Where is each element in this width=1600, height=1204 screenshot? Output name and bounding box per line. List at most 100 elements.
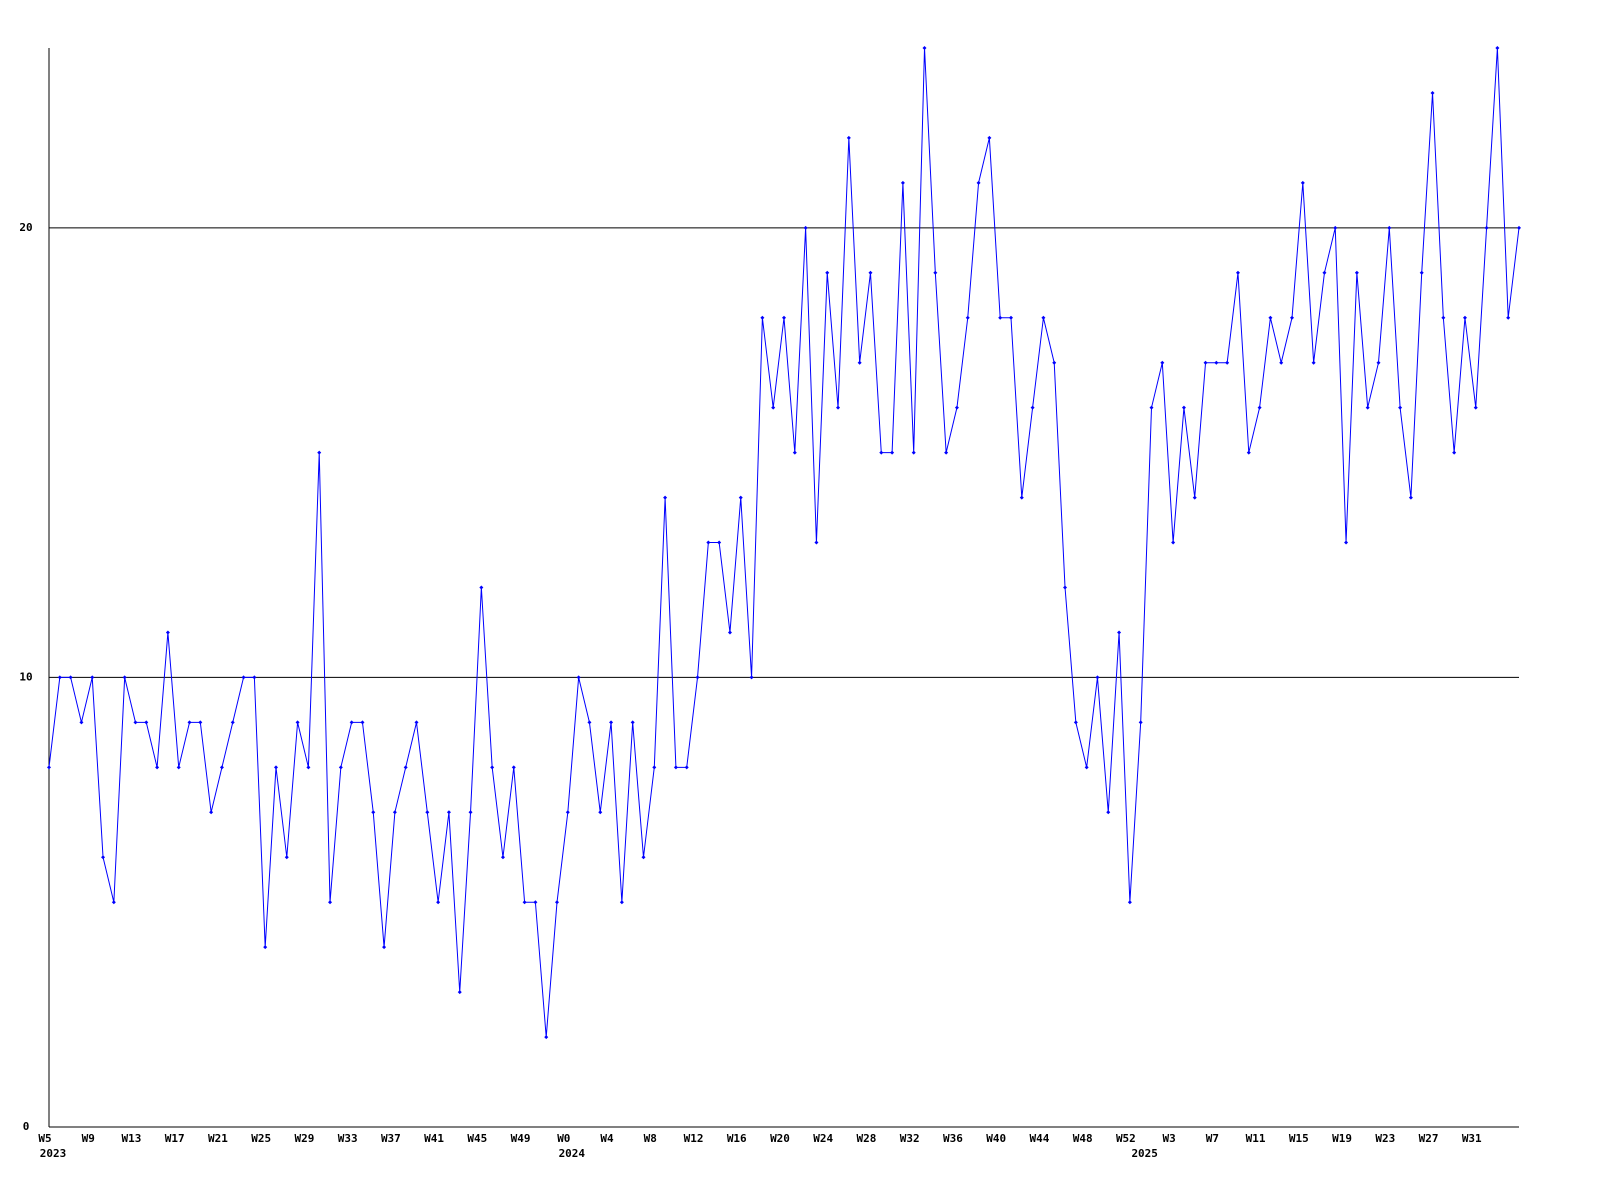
- x-tick-label: W41: [424, 1132, 444, 1145]
- point-marker: [79, 720, 84, 725]
- x-tick-label: W45: [467, 1132, 487, 1145]
- point-marker: [846, 135, 851, 140]
- x-tick-label: W28: [857, 1132, 877, 1145]
- x-tick-label: W7: [1206, 1132, 1219, 1145]
- point-marker: [263, 945, 268, 950]
- point-marker: [1095, 675, 1100, 680]
- point-marker: [1365, 405, 1370, 410]
- point-marker: [1473, 405, 1478, 410]
- point-marker: [1484, 225, 1489, 230]
- year-label: 2024: [559, 1147, 586, 1160]
- point-marker: [825, 270, 830, 275]
- point-marker: [576, 675, 581, 680]
- point-marker: [803, 225, 808, 230]
- year-label: 2023: [40, 1147, 67, 1160]
- x-tick-label: W33: [338, 1132, 358, 1145]
- point-marker: [1008, 315, 1013, 320]
- point-marker: [425, 810, 430, 815]
- x-tick-label: W27: [1419, 1132, 1439, 1145]
- point-marker: [673, 765, 678, 770]
- x-tick-label: W48: [1073, 1132, 1093, 1145]
- point-marker: [511, 765, 516, 770]
- point-marker: [652, 765, 657, 770]
- point-marker: [1376, 360, 1381, 365]
- x-tick-label: W31: [1462, 1132, 1482, 1145]
- point-marker: [1214, 360, 1219, 365]
- point-marker: [1517, 225, 1521, 230]
- point-marker: [533, 900, 538, 905]
- y-tick-label: 10: [19, 670, 32, 683]
- point-marker: [317, 450, 322, 455]
- y-tick-label: 0: [23, 1120, 30, 1133]
- point-marker: [890, 450, 895, 455]
- point-marker: [879, 450, 884, 455]
- point-marker: [1300, 180, 1305, 185]
- point-marker: [933, 270, 938, 275]
- point-marker: [468, 810, 473, 815]
- point-marker: [1430, 90, 1435, 95]
- point-marker: [47, 765, 51, 770]
- point-marker: [1235, 270, 1240, 275]
- point-marker: [998, 315, 1003, 320]
- point-marker: [1041, 315, 1046, 320]
- point-marker: [252, 675, 257, 680]
- point-marker: [684, 765, 689, 770]
- point-marker: [1192, 495, 1197, 500]
- point-marker: [663, 495, 668, 500]
- point-marker: [749, 675, 754, 680]
- point-marker: [68, 675, 73, 680]
- x-tick-label: W24: [813, 1132, 833, 1145]
- point-marker: [230, 720, 235, 725]
- point-marker: [338, 765, 343, 770]
- x-tick-label: W40: [986, 1132, 1006, 1145]
- point-marker: [90, 675, 95, 680]
- point-marker: [1354, 270, 1359, 275]
- point-marker: [328, 900, 333, 905]
- point-marker: [155, 765, 160, 770]
- point-marker: [414, 720, 419, 725]
- point-marker: [1160, 360, 1165, 365]
- point-marker: [760, 315, 765, 320]
- point-marker: [922, 46, 927, 50]
- point-marker: [457, 990, 462, 995]
- point-marker: [727, 630, 732, 635]
- point-marker: [500, 855, 505, 860]
- point-marker: [273, 765, 278, 770]
- point-marker: [965, 315, 970, 320]
- point-marker: [1441, 315, 1446, 320]
- point-marker: [1225, 360, 1230, 365]
- point-marker: [857, 360, 862, 365]
- point-marker: [1408, 495, 1413, 500]
- point-marker: [403, 765, 408, 770]
- x-tick-label: W16: [727, 1132, 747, 1145]
- x-tick-label: W8: [644, 1132, 657, 1145]
- point-marker: [1311, 360, 1316, 365]
- point-marker: [360, 720, 365, 725]
- point-marker: [544, 1035, 549, 1040]
- point-marker: [101, 855, 106, 860]
- point-marker: [987, 135, 992, 140]
- point-marker: [187, 720, 192, 725]
- point-marker: [792, 450, 797, 455]
- x-tick-label: W52: [1116, 1132, 1136, 1145]
- x-tick-label: W44: [1029, 1132, 1049, 1145]
- point-marker: [349, 720, 354, 725]
- x-tick-label: W21: [208, 1132, 228, 1145]
- point-marker: [555, 900, 560, 905]
- point-marker: [836, 405, 841, 410]
- point-marker: [1495, 46, 1500, 50]
- point-marker: [241, 675, 246, 680]
- x-tick-label: W29: [294, 1132, 314, 1145]
- point-marker: [522, 900, 527, 905]
- point-marker: [782, 315, 786, 320]
- point-marker: [900, 180, 905, 185]
- x-tick-label: W4: [600, 1132, 614, 1145]
- point-marker: [1127, 900, 1132, 905]
- x-tick-label: W15: [1289, 1132, 1309, 1145]
- point-marker: [609, 720, 614, 725]
- point-marker: [1138, 720, 1143, 725]
- x-tick-label: W36: [943, 1132, 963, 1145]
- point-marker: [1419, 270, 1424, 275]
- point-marker: [295, 720, 300, 725]
- point-marker: [1203, 360, 1208, 365]
